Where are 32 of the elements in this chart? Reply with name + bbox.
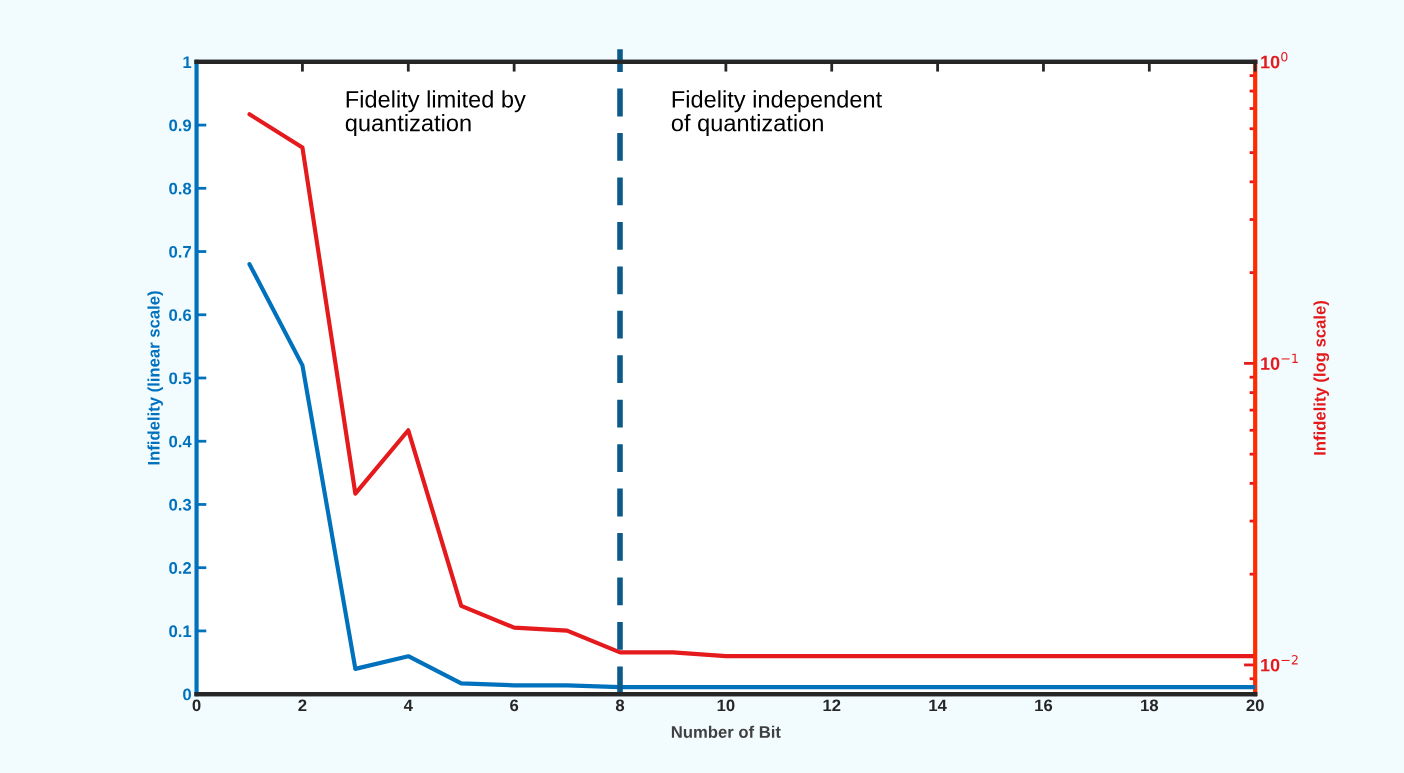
y-tick-label: 0.8 bbox=[169, 182, 192, 195]
x-tick-label: 0 bbox=[192, 699, 201, 712]
x-tick-label: 18 bbox=[1141, 699, 1159, 712]
line-series bbox=[247, 262, 1256, 690]
x-tick-label: 10 bbox=[717, 699, 735, 712]
y-tick-label: 0.5 bbox=[169, 372, 192, 385]
y-tick-label: 0.6 bbox=[169, 309, 192, 321]
y2-axis-title: Infidelity (log scale) bbox=[1313, 301, 1330, 455]
y-tick-label: 0.3 bbox=[169, 498, 192, 511]
y2-tick-label: 10$^{−2}$ bbox=[1261, 655, 1298, 672]
y2-tick-label: 10$^{0}$ bbox=[1261, 51, 1288, 69]
x-tick-label: 4 bbox=[403, 699, 413, 712]
x-tick-label: 2 bbox=[298, 699, 307, 712]
y-axis-title: Infidelity (linear scale) bbox=[147, 291, 163, 465]
y-tick-label: 0.1 bbox=[169, 625, 192, 638]
x-tick-label: 6 bbox=[510, 699, 519, 712]
annotation: Fidelity limited by quantization bbox=[345, 90, 526, 137]
x-tick-label: 20 bbox=[1246, 699, 1264, 712]
x-tick-label: 14 bbox=[929, 699, 947, 712]
y-tick-label: 1 bbox=[183, 56, 192, 68]
x-tick-label: 16 bbox=[1035, 699, 1053, 712]
y-tick-label: 0.4 bbox=[169, 435, 192, 448]
annotation: Fidelity independent of quantization bbox=[671, 90, 882, 137]
x-axis-title: Number of Bit bbox=[671, 725, 781, 738]
line-series bbox=[247, 112, 1256, 659]
x-tick-label: 8 bbox=[615, 699, 625, 712]
x-tick-label: 12 bbox=[823, 699, 841, 712]
y-tick-label: 0 bbox=[183, 688, 192, 701]
y-tick-label: 0.9 bbox=[169, 119, 192, 132]
y-tick-label: 0.2 bbox=[169, 562, 192, 574]
y2-tick-label: 10$^{−1}$ bbox=[1261, 353, 1298, 370]
y-tick-label: 0.7 bbox=[169, 245, 191, 258]
